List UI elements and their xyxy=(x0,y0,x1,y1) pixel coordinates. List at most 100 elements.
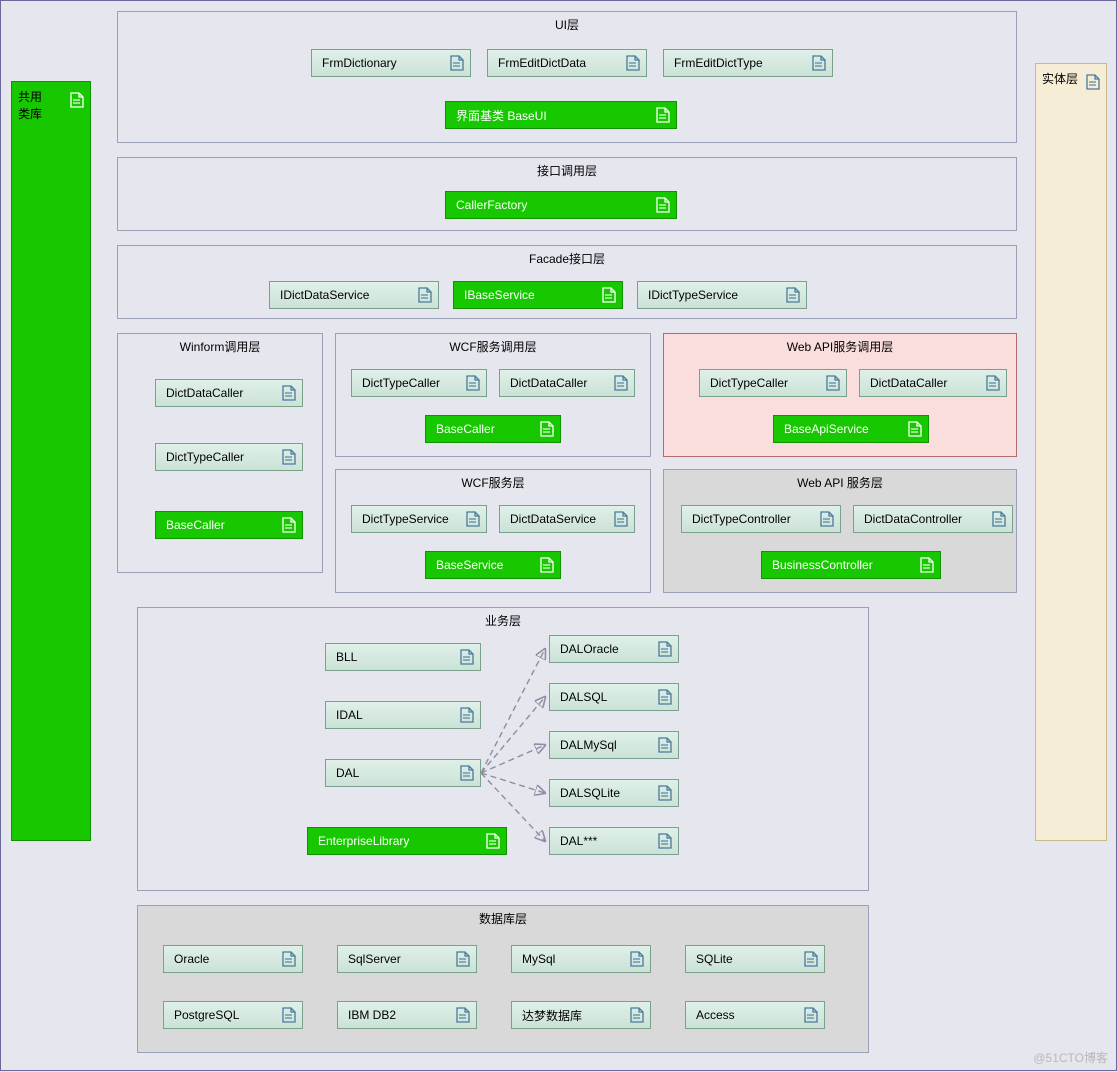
node-wcf-BaseService: BaseService xyxy=(425,551,561,579)
node-IDictTypeService: IDictTypeService xyxy=(637,281,807,309)
doc-icon xyxy=(456,1007,470,1023)
node-label: Oracle xyxy=(174,952,209,966)
node-label: CallerFactory xyxy=(456,198,527,212)
doc-icon xyxy=(282,385,296,401)
doc-icon xyxy=(282,449,296,465)
node-IDAL: IDAL xyxy=(325,701,481,729)
vpanel-label: 共用 类库 xyxy=(18,88,42,122)
doc-icon xyxy=(1086,74,1100,90)
panel-title: Winform调用层 xyxy=(118,334,322,357)
node-label: IDictDataService xyxy=(280,288,369,302)
doc-icon xyxy=(986,375,1000,391)
panel-title: 数据库层 xyxy=(138,906,868,929)
node-wf-DictDataCaller: DictDataCaller xyxy=(155,379,303,407)
doc-icon xyxy=(658,737,672,753)
node-label: DictTypeCaller xyxy=(710,376,788,390)
node-db-MySql: MySql xyxy=(511,945,651,973)
node-label: EnterpriseLibrary xyxy=(318,834,409,848)
doc-icon xyxy=(630,951,644,967)
doc-icon xyxy=(658,833,672,849)
doc-icon xyxy=(658,785,672,801)
node-label: BaseCaller xyxy=(166,518,225,532)
node-wcf-DictDataCaller: DictDataCaller xyxy=(499,369,635,397)
node-label: DictDataCaller xyxy=(870,376,947,390)
node-label: BaseCaller xyxy=(436,422,495,436)
node-label: DictTypeCaller xyxy=(166,450,244,464)
doc-icon xyxy=(812,55,826,71)
doc-icon xyxy=(540,421,554,437)
doc-icon xyxy=(282,951,296,967)
node-label: SQLite xyxy=(696,952,733,966)
doc-icon xyxy=(614,375,628,391)
node-api-BusinessController: BusinessController xyxy=(761,551,941,579)
node-label: DictDataCaller xyxy=(510,376,587,390)
node-BLL: BLL xyxy=(325,643,481,671)
node-label: MySql xyxy=(522,952,555,966)
node-db-Oracle: Oracle xyxy=(163,945,303,973)
panel-title: WCF服务层 xyxy=(336,470,650,493)
doc-icon xyxy=(820,511,834,527)
node-label: DAL*** xyxy=(560,834,597,848)
node-db-PostgreSQL: PostgreSQL xyxy=(163,1001,303,1029)
doc-icon xyxy=(282,517,296,533)
vpanel-entity-layer: 实体层 xyxy=(1035,63,1107,841)
node-db-IBMDB2: IBM DB2 xyxy=(337,1001,477,1029)
node-db-Access: Access xyxy=(685,1001,825,1029)
diagram-canvas: 共用 类库 实体层 UI层接口调用层Facade接口层Winform调用层WCF… xyxy=(0,0,1117,1071)
node-label: IDAL xyxy=(336,708,363,722)
doc-icon xyxy=(602,287,616,303)
doc-icon xyxy=(786,287,800,303)
panel-title: 接口调用层 xyxy=(118,158,1016,181)
node-label: 界面基类 BaseUI xyxy=(456,107,547,124)
panel-title: WCF服务调用层 xyxy=(336,334,650,357)
node-label: 达梦数据库 xyxy=(522,1007,582,1024)
node-db-SQLite: SQLite xyxy=(685,945,825,973)
doc-icon xyxy=(658,641,672,657)
node-label: BLL xyxy=(336,650,357,664)
doc-icon xyxy=(656,107,670,123)
doc-icon xyxy=(418,287,432,303)
node-label: DALMySql xyxy=(560,738,617,752)
doc-icon xyxy=(486,833,500,849)
vpanel-label: 实体层 xyxy=(1042,70,1078,87)
node-label: DALOracle xyxy=(560,642,619,656)
doc-icon xyxy=(626,55,640,71)
panel-db-layer: 数据库层 xyxy=(137,905,869,1053)
panel-title: Web API服务调用层 xyxy=(664,334,1016,357)
node-EnterpriseLibrary: EnterpriseLibrary xyxy=(307,827,507,855)
watermark: @51CTO博客 xyxy=(1033,1049,1108,1066)
doc-icon xyxy=(460,707,474,723)
doc-icon xyxy=(658,689,672,705)
node-DALMySql: DALMySql xyxy=(549,731,679,759)
node-label: FrmEditDictType xyxy=(674,56,763,70)
node-label: FrmEditDictData xyxy=(498,56,586,70)
node-api-DictTypeController: DictTypeController xyxy=(681,505,841,533)
doc-icon xyxy=(826,375,840,391)
node-api-DictTypeCaller: DictTypeCaller xyxy=(699,369,847,397)
doc-icon xyxy=(466,511,480,527)
doc-icon xyxy=(70,92,84,108)
doc-icon xyxy=(466,375,480,391)
node-label: DictTypeController xyxy=(692,512,791,526)
panel-title: UI层 xyxy=(118,12,1016,35)
node-label: IBM DB2 xyxy=(348,1008,396,1022)
node-wcf-DictTypeCaller: DictTypeCaller xyxy=(351,369,487,397)
node-label: DictTypeCaller xyxy=(362,376,440,390)
doc-icon xyxy=(450,55,464,71)
node-DALSQLite: DALSQLite xyxy=(549,779,679,807)
node-api-DictDataController: DictDataController xyxy=(853,505,1013,533)
node-DALSQL: DALSQL xyxy=(549,683,679,711)
node-wcf-DictDataService: DictDataService xyxy=(499,505,635,533)
node-api-BaseApiService: BaseApiService xyxy=(773,415,929,443)
doc-icon xyxy=(908,421,922,437)
node-db-Dameng: 达梦数据库 xyxy=(511,1001,651,1029)
node-label: IDictTypeService xyxy=(648,288,738,302)
doc-icon xyxy=(630,1007,644,1023)
node-label: DAL xyxy=(336,766,359,780)
node-label: DictDataCaller xyxy=(166,386,243,400)
node-DAL: DAL xyxy=(325,759,481,787)
node-CallerFactory: CallerFactory xyxy=(445,191,677,219)
node-wcf-BaseCaller: BaseCaller xyxy=(425,415,561,443)
doc-icon xyxy=(920,557,934,573)
node-label: SqlServer xyxy=(348,952,401,966)
